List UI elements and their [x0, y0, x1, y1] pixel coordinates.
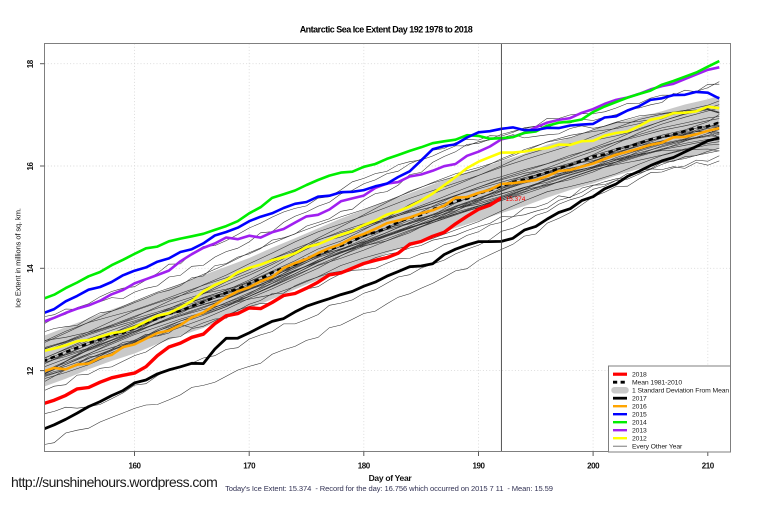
svg-text:Mean 1981-2010: Mean 1981-2010 [632, 380, 682, 387]
svg-text:2012: 2012 [632, 436, 647, 443]
svg-text:2017: 2017 [632, 396, 647, 403]
svg-text:16: 16 [26, 162, 35, 171]
svg-text:http://sunshinehours.wordpress: http://sunshinehours.wordpress.com [11, 474, 217, 490]
svg-text:Ice Extent in millions of sq.: Ice Extent in millions of sq. km. [14, 208, 23, 308]
svg-text:Every Other Year: Every Other Year [632, 444, 683, 451]
svg-text:2015: 2015 [632, 412, 647, 419]
svg-text:2016: 2016 [632, 404, 647, 411]
svg-text:2014: 2014 [632, 420, 647, 427]
svg-text:2013: 2013 [632, 428, 647, 435]
svg-text:Day of Year: Day of Year [369, 473, 413, 483]
svg-text:180: 180 [358, 461, 371, 470]
svg-text:Antarctic Sea Ice Extent Day 1: Antarctic Sea Ice Extent Day 192 1978 to… [300, 25, 473, 35]
svg-text:Today's Ice Extent: 15.374 -: Today's Ice Extent: 15.374 - Record for … [225, 484, 553, 493]
svg-text:210: 210 [702, 461, 715, 470]
svg-text:15.374: 15.374 [506, 196, 526, 203]
svg-text:200: 200 [587, 461, 600, 470]
svg-text:1 Standard Deviation From Mean: 1 Standard Deviation From Mean [632, 388, 729, 395]
svg-text:14: 14 [26, 264, 35, 273]
svg-text:160: 160 [129, 461, 142, 470]
svg-text:170: 170 [243, 461, 256, 470]
svg-text:190: 190 [473, 461, 486, 470]
svg-text:2018: 2018 [632, 372, 647, 379]
svg-text:18: 18 [26, 59, 35, 68]
svg-text:12: 12 [26, 366, 35, 375]
